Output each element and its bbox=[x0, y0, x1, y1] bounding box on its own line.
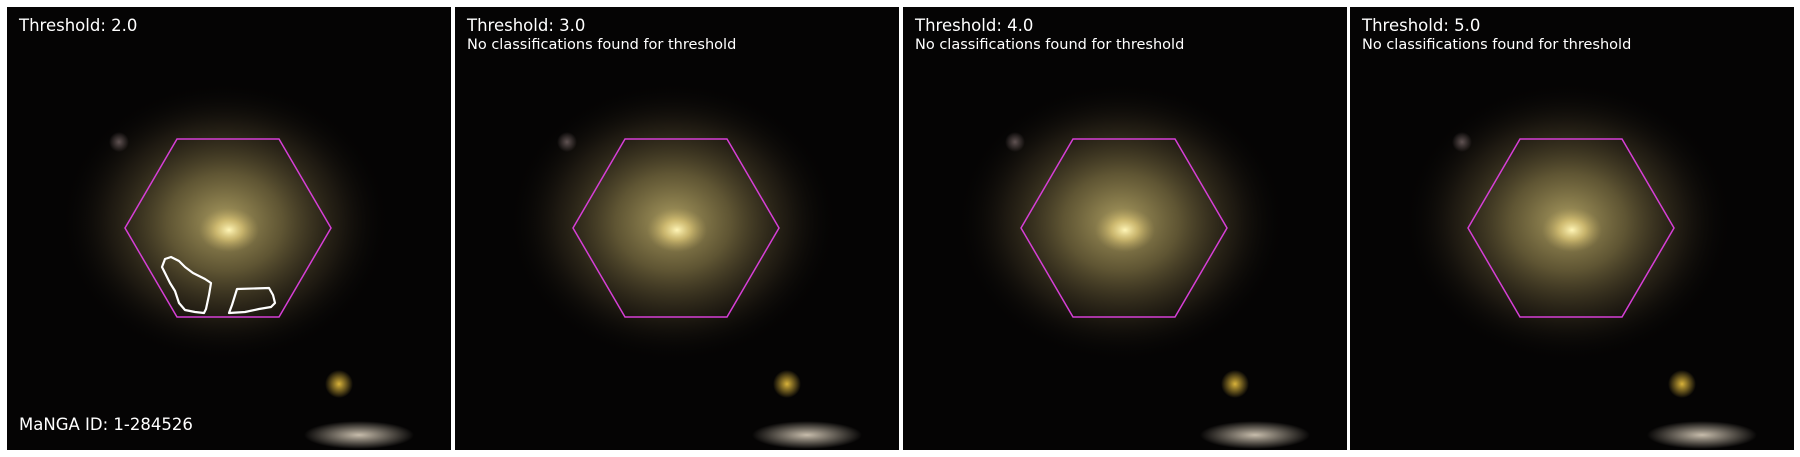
background-galaxy bbox=[1647, 421, 1757, 449]
classification-contour-1 bbox=[160, 255, 213, 315]
threshold-label-3: Threshold: 4.0 bbox=[915, 16, 1034, 35]
galaxy-image-1 bbox=[7, 7, 451, 450]
foreground-star bbox=[325, 370, 353, 398]
no-classifications-note-4: No classifications found for threshold bbox=[1362, 37, 1632, 53]
galaxy-panel-2: Threshold: 3.0 No classifications found … bbox=[455, 7, 899, 450]
background-galaxy bbox=[752, 421, 862, 449]
foreground-star bbox=[1221, 370, 1249, 398]
background-galaxy bbox=[1200, 421, 1310, 449]
ifu-hexagon bbox=[124, 138, 332, 318]
ifu-hexagon bbox=[1020, 138, 1228, 318]
faint-source bbox=[1452, 132, 1472, 152]
threshold-label-2: Threshold: 3.0 bbox=[467, 16, 586, 35]
ifu-hexagon bbox=[572, 138, 780, 318]
galaxy-image-4 bbox=[1350, 7, 1794, 450]
classification-contour-2 bbox=[227, 286, 277, 315]
background-galaxy bbox=[304, 421, 414, 449]
faint-source bbox=[109, 132, 129, 152]
ifu-hexagon bbox=[1467, 138, 1675, 318]
galaxy-image-2 bbox=[455, 7, 899, 450]
threshold-label-4: Threshold: 5.0 bbox=[1362, 16, 1481, 35]
galaxy-panel-1: Threshold: 2.0 MaNGA ID: 1-284526 bbox=[7, 7, 451, 450]
faint-source bbox=[1005, 132, 1025, 152]
galaxy-panel-3: Threshold: 4.0 No classifications found … bbox=[903, 7, 1347, 450]
no-classifications-note-3: No classifications found for threshold bbox=[915, 37, 1185, 53]
foreground-star bbox=[1668, 370, 1696, 398]
faint-source bbox=[557, 132, 577, 152]
galaxy-core bbox=[647, 208, 707, 252]
galaxy-core bbox=[199, 208, 259, 252]
threshold-label-1: Threshold: 2.0 bbox=[19, 16, 138, 35]
foreground-star bbox=[773, 370, 801, 398]
galaxy-core bbox=[1542, 208, 1602, 252]
galaxy-image-3 bbox=[903, 7, 1347, 450]
galaxy-panel-4: Threshold: 5.0 No classifications found … bbox=[1350, 7, 1794, 450]
manga-id-label: MaNGA ID: 1-284526 bbox=[19, 415, 193, 434]
no-classifications-note-2: No classifications found for threshold bbox=[467, 37, 737, 53]
galaxy-core bbox=[1095, 208, 1155, 252]
